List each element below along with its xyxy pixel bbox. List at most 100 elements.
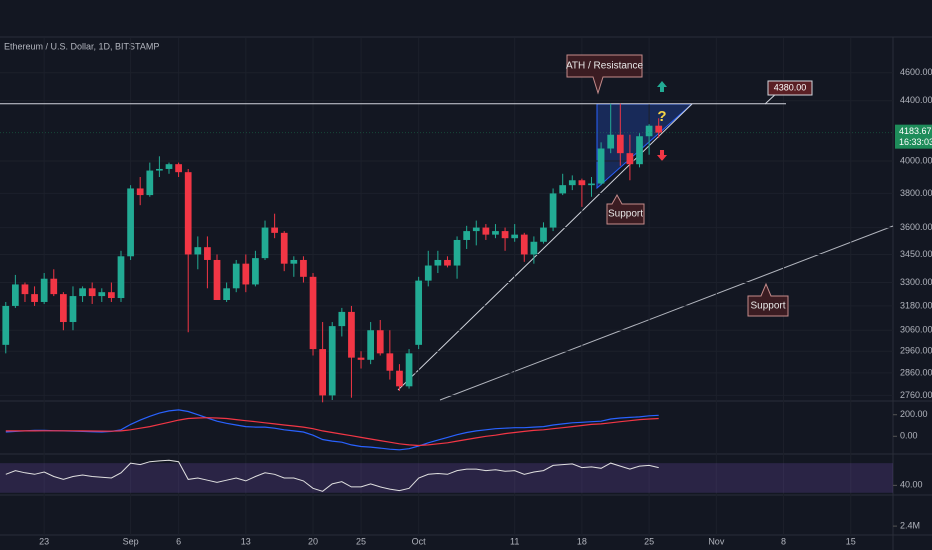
candle-body [204, 247, 211, 260]
annotation: Support [606, 193, 645, 225]
candle-body [319, 349, 326, 396]
candle-body [98, 292, 106, 297]
candle-body [261, 227, 269, 259]
candle-body [2, 305, 10, 345]
resistance-label-box [767, 80, 813, 96]
candle-body [424, 265, 432, 281]
candle-body [386, 353, 394, 371]
x-tick-label: 25 [644, 536, 654, 546]
candle-body [501, 231, 509, 239]
candle-body [165, 164, 173, 169]
y-tick-label: 3450.00 [900, 249, 932, 259]
candle-body [492, 231, 499, 235]
candle-body [540, 227, 547, 242]
x-tick-label: 6 [176, 536, 181, 546]
x-tick-label: 15 [846, 536, 856, 546]
y-tick-label: 2960.00 [900, 346, 932, 356]
x-tick-label: Nov [708, 536, 725, 546]
x-tick-label: Sep [123, 536, 139, 546]
annotation-bubble [747, 282, 789, 317]
resistance-label: 4380.00 [774, 82, 807, 92]
y-tick-label: 40.00 [900, 480, 923, 490]
x-tick-label: 20 [308, 536, 318, 546]
down-arrow [657, 150, 667, 161]
macd-line [5, 417, 659, 447]
countdown-label: 16:33:03 [899, 137, 932, 147]
candle-body [626, 153, 634, 165]
rsi-line [5, 459, 659, 492]
candle-body [252, 258, 259, 285]
annotation-text: Support [750, 301, 785, 312]
y-tick-label: 3180.00 [900, 300, 932, 310]
candle-body [213, 259, 221, 300]
candle-body [127, 188, 134, 257]
y-tick-label: 2860.00 [900, 367, 932, 377]
candle-body [175, 164, 182, 173]
x-tick-label: 8 [781, 536, 786, 546]
candle-body [223, 288, 230, 300]
y-tick-label: 3600.00 [900, 222, 932, 232]
candle-body [463, 231, 471, 240]
candle-body [271, 227, 278, 233]
y-tick-label: 200.00 [900, 409, 928, 419]
y-tick-label: 3800.00 [900, 188, 932, 198]
candle-body [108, 292, 115, 299]
candle-body [79, 288, 86, 297]
candle-body [280, 232, 288, 264]
candle-body [184, 172, 192, 255]
annotation: ATH / Resistance [566, 54, 643, 95]
candle-body [549, 193, 557, 228]
y-tick-label: 4000.00 [900, 155, 932, 165]
question-mark: ? [657, 108, 666, 125]
candle-body [242, 263, 250, 285]
candle-body [472, 227, 480, 232]
x-tick-label: 23 [39, 536, 49, 546]
candle-body [194, 247, 202, 255]
x-tick-label: 11 [510, 536, 519, 546]
candle-body [415, 280, 423, 345]
candle-body [588, 183, 595, 186]
candle-body [357, 357, 365, 360]
annotation-text: Support [608, 209, 643, 220]
candle-body [146, 170, 154, 196]
annotation-bubble [606, 193, 645, 225]
rsi-band [0, 463, 893, 493]
candle-body [511, 234, 519, 239]
candle-body [117, 256, 125, 299]
y-tick-label: 3060.00 [900, 325, 932, 335]
candle-body [40, 278, 48, 302]
candle-body [309, 276, 317, 350]
candle-body [60, 294, 67, 323]
candle-body [520, 234, 528, 255]
candle-body [616, 134, 624, 154]
annotation-text: ATH / Resistance [566, 61, 643, 72]
candle-body [31, 294, 38, 302]
candle-body [530, 241, 538, 255]
candle-body [559, 185, 567, 194]
candle-body [69, 296, 77, 323]
candle-body [50, 278, 58, 295]
trendline [439, 225, 894, 401]
candle-body [482, 227, 490, 235]
y-tick-label: 4400.00 [900, 95, 932, 105]
candle-body [376, 330, 384, 354]
annotation: Support [747, 282, 789, 317]
candle-body [136, 188, 144, 196]
candle-body [434, 259, 442, 266]
candle-body [338, 311, 346, 327]
candle-body [328, 326, 336, 396]
candle-body [568, 180, 576, 186]
up-arrow [657, 81, 667, 92]
candle-body [348, 311, 355, 358]
y-tick-label: 0.00 [900, 431, 918, 441]
candle-body [21, 284, 29, 295]
candle-body [597, 148, 605, 184]
candle-body [578, 180, 586, 186]
candle-body [444, 259, 451, 266]
candle-body [607, 134, 615, 149]
candle-body [12, 284, 19, 306]
y-tick-label: 2760.00 [900, 390, 932, 400]
x-tick-label: 18 [577, 536, 587, 546]
candle-body [636, 136, 643, 165]
